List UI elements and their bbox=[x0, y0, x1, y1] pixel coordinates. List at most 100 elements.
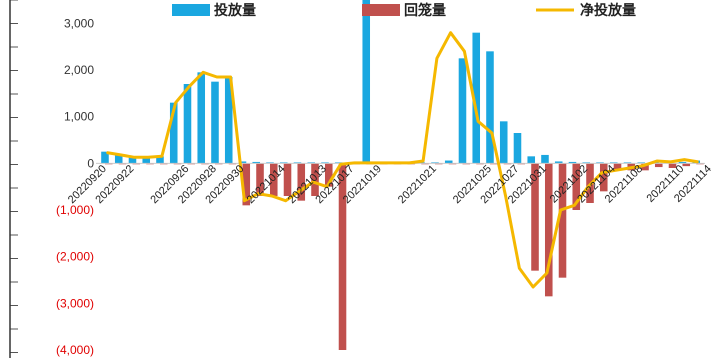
net-point bbox=[669, 161, 672, 163]
bar-injection bbox=[554, 161, 563, 164]
net-point bbox=[243, 199, 246, 202]
legend-swatch-withdrawal bbox=[362, 4, 400, 16]
net-point bbox=[614, 169, 617, 172]
y-tick-label: 0 bbox=[87, 156, 94, 170]
net-point bbox=[573, 204, 576, 207]
net-point bbox=[339, 163, 342, 166]
bar-withdrawal bbox=[654, 163, 663, 168]
net-point bbox=[326, 185, 328, 188]
bar-injection bbox=[252, 161, 261, 164]
net-point bbox=[683, 158, 686, 161]
bar-injection bbox=[142, 156, 151, 164]
y-tick-label: 1,000 bbox=[64, 110, 94, 124]
bar-withdrawal bbox=[682, 163, 691, 167]
net-point bbox=[161, 155, 163, 158]
net-point bbox=[628, 167, 631, 169]
net-point bbox=[367, 162, 369, 164]
bar-withdrawal bbox=[641, 163, 649, 171]
net-point bbox=[491, 132, 493, 134]
bar-withdrawal bbox=[613, 163, 622, 171]
bar-injection bbox=[211, 81, 219, 164]
bar-injection bbox=[527, 156, 536, 164]
net-point bbox=[394, 162, 397, 164]
y-tick-label: (2,000) bbox=[56, 250, 94, 264]
x-tick-label: 20221021 bbox=[396, 163, 439, 206]
y-tick-label: (3,000) bbox=[56, 296, 94, 310]
bar-injection bbox=[568, 161, 577, 164]
bar-injection bbox=[362, 0, 371, 164]
net-point bbox=[546, 272, 548, 274]
net-line bbox=[106, 31, 699, 289]
net-point bbox=[408, 162, 411, 164]
bar-injection bbox=[156, 156, 164, 164]
legend-label-injection: 投放量 bbox=[214, 2, 256, 19]
y-tick-label: (4,000) bbox=[56, 343, 94, 357]
legend-label-withdrawal: 回笼量 bbox=[404, 2, 446, 19]
bar-withdrawal bbox=[572, 163, 581, 210]
net-point bbox=[642, 164, 644, 167]
bar-injection bbox=[499, 121, 508, 164]
bar-injection bbox=[183, 84, 192, 164]
net-point bbox=[587, 185, 589, 188]
net-point bbox=[422, 160, 424, 162]
bar-withdrawal bbox=[599, 163, 608, 192]
bar-withdrawal bbox=[256, 163, 264, 196]
net-point bbox=[312, 181, 314, 183]
y-tick-label: 2,000 bbox=[64, 63, 94, 77]
net-point bbox=[353, 162, 356, 164]
y-tick-label: 3,000 bbox=[64, 16, 94, 30]
net-point bbox=[147, 156, 149, 159]
net-point bbox=[463, 50, 466, 53]
net-point bbox=[284, 199, 287, 202]
bar-injection bbox=[114, 154, 123, 164]
net-point bbox=[532, 286, 534, 288]
y-tick-label: (1,000) bbox=[56, 203, 94, 217]
net-point bbox=[518, 267, 521, 270]
net-point bbox=[449, 31, 452, 34]
net-point bbox=[601, 171, 603, 174]
bar-withdrawal bbox=[311, 163, 319, 196]
y-tick-labels: 3,000 2,000 1,000 0 (1,000) (2,000) (3,000) (4,… bbox=[56, 16, 94, 357]
net-point bbox=[216, 76, 218, 78]
bar-injection bbox=[197, 72, 206, 164]
net-point bbox=[298, 190, 301, 193]
net-point bbox=[188, 85, 191, 88]
bar-injection bbox=[169, 102, 178, 164]
bar-withdrawal bbox=[531, 163, 539, 271]
bar-withdrawal bbox=[338, 163, 347, 350]
bar-withdrawal bbox=[283, 163, 292, 196]
bar-withdrawal bbox=[668, 163, 677, 168]
bar-withdrawal bbox=[558, 163, 567, 278]
bar-withdrawal bbox=[544, 163, 553, 297]
net-point bbox=[381, 162, 383, 164]
net-point bbox=[133, 156, 136, 159]
net-point bbox=[202, 71, 204, 74]
net-point bbox=[697, 161, 699, 163]
bar-injection bbox=[101, 151, 109, 164]
bar-injection bbox=[678, 161, 687, 164]
net-point bbox=[271, 195, 273, 197]
grid bbox=[10, 0, 18, 353]
bar-withdrawal bbox=[297, 163, 306, 201]
bar-withdrawal bbox=[324, 163, 333, 187]
bars bbox=[101, 0, 704, 350]
net-point bbox=[106, 151, 108, 154]
bar-injection bbox=[541, 154, 549, 164]
bar-injection bbox=[238, 161, 247, 164]
bar-injection bbox=[486, 51, 494, 164]
net-point bbox=[229, 76, 232, 78]
bar-withdrawal bbox=[242, 163, 251, 206]
legend-label-net: 净投放量 bbox=[580, 2, 636, 19]
net-point bbox=[477, 120, 479, 123]
net-point bbox=[559, 209, 562, 211]
bar-injection bbox=[224, 77, 233, 164]
bar-injection bbox=[513, 133, 522, 164]
series-line-net bbox=[106, 31, 699, 289]
bar-injection bbox=[458, 58, 467, 164]
bar-withdrawal bbox=[269, 163, 278, 196]
net-point bbox=[119, 154, 122, 156]
bar-injection bbox=[472, 32, 481, 164]
net-point bbox=[436, 57, 438, 60]
